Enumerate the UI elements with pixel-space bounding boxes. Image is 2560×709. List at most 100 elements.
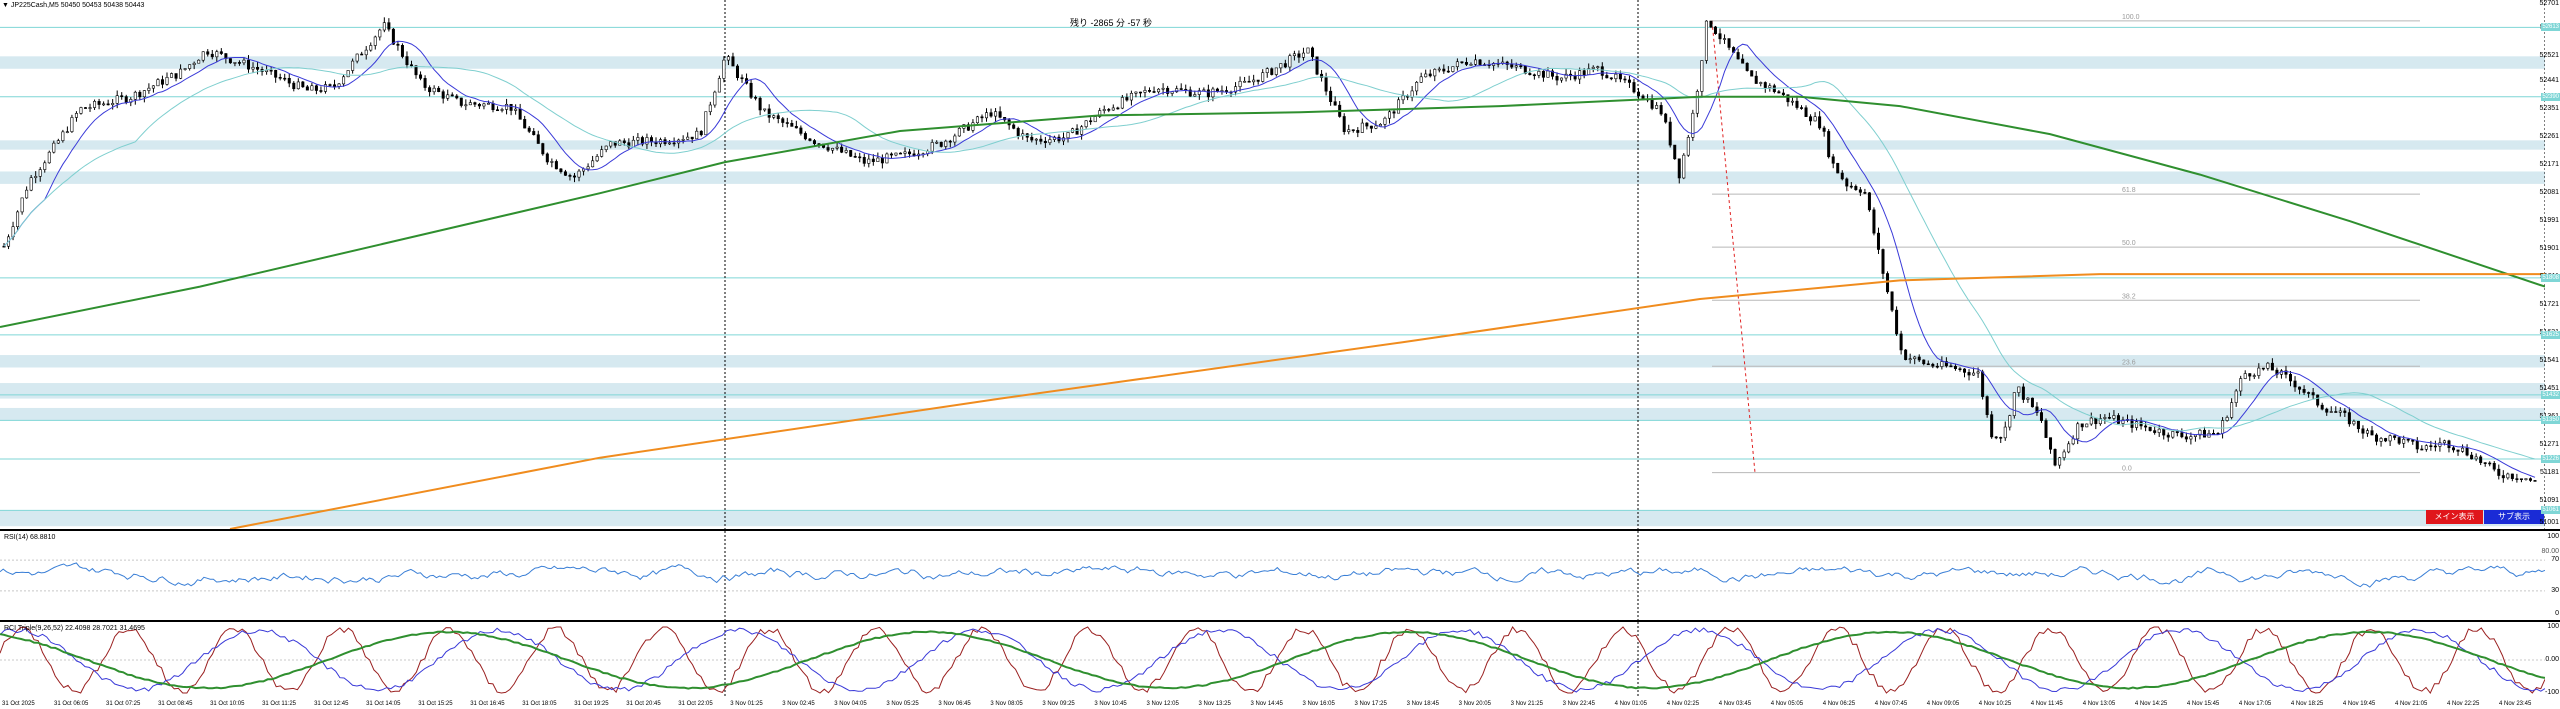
candle-body bbox=[876, 157, 880, 162]
candle-body bbox=[2442, 440, 2446, 444]
candle-body bbox=[65, 131, 69, 133]
candle-body bbox=[2157, 428, 2161, 433]
candle-body bbox=[1863, 192, 1867, 194]
candle-body bbox=[1736, 52, 1740, 60]
candle-body bbox=[600, 149, 604, 157]
main-display-button[interactable]: メイン表示 bbox=[2426, 510, 2483, 524]
main-chart-canvas[interactable]: 100.0 61.8 50.0 38.2 23.6 0.0 bbox=[0, 0, 2545, 529]
candle-body bbox=[1356, 130, 1360, 133]
candle-body bbox=[2452, 447, 2456, 451]
candle-body bbox=[1768, 85, 1772, 88]
candle-body bbox=[1623, 78, 1627, 81]
time-axis-label: 31 Oct 22:05 bbox=[678, 701, 713, 707]
candle-body bbox=[115, 95, 119, 104]
candle-body bbox=[2030, 397, 2034, 408]
candle-body bbox=[2424, 445, 2428, 450]
candle-body bbox=[482, 103, 486, 107]
candle-body bbox=[1781, 92, 1785, 95]
rci-short-line bbox=[0, 626, 2545, 694]
price-level-tag: 51625 bbox=[2541, 330, 2560, 339]
candle-body bbox=[364, 49, 368, 56]
candle-body bbox=[2171, 431, 2175, 438]
time-axis-label: 31 Oct 11:25 bbox=[262, 701, 297, 707]
candle-body bbox=[1541, 70, 1545, 78]
candle-body bbox=[459, 97, 463, 106]
candle-body bbox=[1243, 80, 1247, 83]
candle-body bbox=[944, 140, 948, 147]
candle-body bbox=[323, 84, 327, 92]
candle-body bbox=[1985, 396, 1989, 415]
panel-divider[interactable] bbox=[0, 529, 2560, 531]
fib-level-label: 100.0 bbox=[2122, 14, 2140, 21]
time-axis-label: 3 Nov 20:05 bbox=[1458, 701, 1491, 707]
candle-body bbox=[1197, 90, 1201, 95]
candle-body bbox=[2284, 370, 2288, 375]
candle-body bbox=[1148, 90, 1152, 92]
candle-body bbox=[16, 211, 20, 227]
support-zone bbox=[0, 140, 2545, 150]
fib-trend-line bbox=[1711, 20, 1756, 473]
candle-body bbox=[1455, 61, 1459, 67]
sub-display-button[interactable]: サブ表示 bbox=[2484, 510, 2544, 524]
main-chart-panel[interactable]: 100.0 61.8 50.0 38.2 23.6 0.0 ▼ JP225Cash,M5 … bbox=[0, 0, 2545, 529]
candle-body bbox=[1958, 368, 1962, 370]
time-axis-label: 4 Nov 03:45 bbox=[1718, 701, 1752, 707]
candle-body bbox=[1876, 232, 1880, 250]
price-axis[interactable]: 5270152611525215244152351522615217152081… bbox=[2540, 0, 2560, 529]
candle-body bbox=[2071, 438, 2075, 445]
time-axis-label: 3 Nov 08:05 bbox=[990, 701, 1023, 707]
candle-body bbox=[1347, 129, 1351, 132]
candle-body bbox=[201, 51, 205, 61]
candle-body bbox=[1424, 73, 1428, 78]
candle-body bbox=[957, 128, 961, 137]
candle-body bbox=[699, 130, 703, 136]
time-axis[interactable]: 31 Oct 2025 31 Oct 06:05 31 Oct 07:25 31 Oc… bbox=[0, 699, 2560, 709]
candle-body bbox=[437, 87, 441, 92]
candle-body bbox=[1922, 359, 1926, 365]
candle-body bbox=[1609, 77, 1613, 80]
candle-body bbox=[1659, 105, 1663, 115]
collapse-arrow-icon[interactable]: ▼ bbox=[2, 2, 9, 9]
price-level-tag: 51432 bbox=[2541, 390, 2560, 399]
rsi-panel[interactable]: RSI(14) 68.8810 bbox=[0, 531, 2545, 620]
candle-body bbox=[1994, 436, 1998, 439]
candle-body bbox=[278, 77, 282, 79]
candle-body bbox=[1963, 368, 1967, 373]
candle-body bbox=[1270, 68, 1274, 75]
candle-body bbox=[1664, 113, 1668, 123]
candle-body bbox=[735, 65, 739, 79]
candle-body bbox=[794, 126, 798, 129]
time-axis-label: 4 Nov 06:25 bbox=[1822, 701, 1856, 707]
candle-body bbox=[640, 137, 644, 145]
candle-body bbox=[2085, 423, 2089, 428]
symbol-title: JP225Cash,M5 bbox=[10, 2, 59, 9]
candle-body bbox=[151, 85, 155, 89]
candle-body bbox=[1926, 363, 1930, 366]
time-axis-label: 31 Oct 06:05 bbox=[54, 701, 89, 707]
candle-body bbox=[704, 111, 708, 136]
candle-body bbox=[1908, 358, 1912, 361]
price-axis-label: 51181 bbox=[2540, 468, 2559, 476]
time-axis-label: 4 Nov 18:25 bbox=[2290, 701, 2324, 707]
candle-body bbox=[1532, 74, 1536, 77]
candle-body bbox=[853, 156, 857, 158]
time-axis-label: 4 Nov 07:45 bbox=[1874, 701, 1908, 707]
candle-body bbox=[1890, 291, 1894, 311]
rci-panel[interactable]: RCI Triple(9,26,52) 22.4098 28.7021 31.4… bbox=[0, 622, 2545, 698]
candle-body bbox=[450, 94, 454, 97]
candle-body bbox=[79, 107, 83, 114]
candle-body bbox=[2343, 410, 2347, 413]
panel-divider[interactable] bbox=[0, 620, 2560, 622]
candle-body bbox=[1596, 66, 1600, 68]
candle-body bbox=[1723, 38, 1727, 40]
candle-body bbox=[627, 142, 631, 148]
candle-body bbox=[1152, 91, 1156, 93]
candle-body bbox=[1093, 116, 1097, 123]
candle-body bbox=[97, 101, 101, 105]
candle-body bbox=[808, 138, 812, 141]
candle-body bbox=[930, 142, 934, 152]
candle-body bbox=[274, 69, 278, 78]
candle-body bbox=[400, 45, 404, 57]
rsi-axis-label: 30 bbox=[2551, 586, 2559, 594]
candle-body bbox=[2144, 425, 2148, 428]
